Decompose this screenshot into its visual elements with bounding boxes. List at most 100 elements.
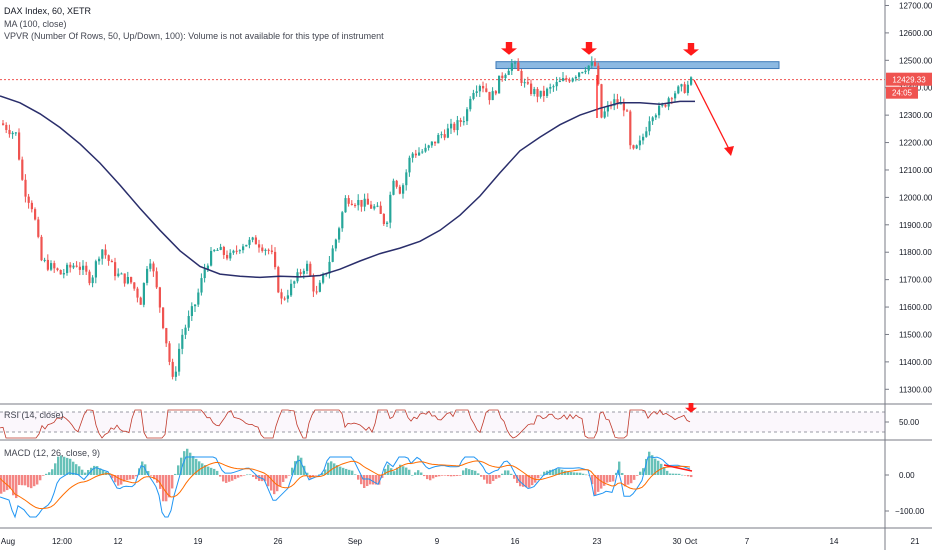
candle-body <box>565 77 568 80</box>
price-tick-label: 11900.00 <box>899 221 932 230</box>
candle-body <box>453 123 456 131</box>
macd-histogram-bar <box>621 472 624 475</box>
candle-body <box>366 198 369 205</box>
macd-histogram-bar <box>195 458 198 475</box>
candle-body <box>622 102 625 111</box>
candle-body <box>82 265 85 270</box>
macd-histogram-bar <box>480 475 483 477</box>
candle-body <box>690 77 693 85</box>
macd-histogram-bar <box>594 475 597 496</box>
arrow-down-marker-3 <box>683 43 699 56</box>
candle-body <box>312 275 315 292</box>
macd-histogram-bar <box>393 471 396 475</box>
candle-body <box>66 264 69 274</box>
candle-body <box>267 249 270 251</box>
candle-body <box>350 203 353 205</box>
candle-body <box>203 269 206 279</box>
macd-histogram-bar <box>564 470 567 475</box>
candle-body <box>510 63 513 71</box>
candle-body <box>574 76 577 79</box>
candle-body <box>11 132 14 135</box>
candle-body <box>8 129 11 135</box>
candle-body <box>661 104 664 106</box>
macd-histogram-bar <box>60 455 63 475</box>
current-price-label: 12429.33 <box>892 76 926 85</box>
macd-histogram-bar <box>24 475 27 486</box>
macd-histogram-bar <box>96 466 99 475</box>
macd-histogram-bar <box>432 475 435 479</box>
candle-body <box>651 117 654 122</box>
candle-body <box>568 79 571 82</box>
candle-body <box>283 298 286 300</box>
macd-histogram-bar <box>33 475 36 487</box>
candle-body <box>658 105 661 116</box>
candle-body <box>642 136 645 141</box>
macd-histogram-bar <box>282 475 285 482</box>
candle-body <box>37 219 40 237</box>
candle-body <box>62 273 65 275</box>
time-tick-label: 26 <box>274 537 283 546</box>
candle-body <box>354 204 357 206</box>
candle-body <box>523 82 526 84</box>
candle-body <box>158 287 161 308</box>
candle-body <box>443 134 446 138</box>
time-tick-label: 19 <box>194 537 203 546</box>
macd-pane-label: MACD (12, 26, close, 9) <box>4 448 101 458</box>
macd-histogram-bar <box>174 473 177 475</box>
macd-histogram-bar <box>483 475 486 480</box>
candle-body <box>424 147 427 152</box>
candle-body <box>437 134 440 144</box>
candle-body <box>258 244 261 248</box>
macd-histogram-bar <box>441 475 444 476</box>
candle-body <box>229 252 232 259</box>
candle-body <box>200 278 203 293</box>
candle-body <box>75 265 78 267</box>
candle-body <box>427 145 430 148</box>
candle-body <box>597 65 600 85</box>
arrow-down-marker-1 <box>501 42 517 55</box>
candle-body <box>226 254 229 259</box>
candle-body <box>341 212 344 229</box>
macd-histogram-bar <box>132 475 135 479</box>
candle-body <box>171 361 174 377</box>
macd-histogram-bar <box>126 475 129 481</box>
candle-body <box>34 209 37 220</box>
candle-body <box>590 62 593 66</box>
macd-histogram-bar <box>210 467 213 475</box>
macd-histogram-bar <box>444 475 447 476</box>
candle-body <box>136 288 139 298</box>
ma-legend: MA (100, close) <box>4 19 67 29</box>
candle-body <box>434 141 437 144</box>
candle-body <box>274 251 277 268</box>
macd-histogram-bar <box>93 465 96 475</box>
macd-histogram-bar <box>633 475 636 480</box>
macd-histogram-bar <box>528 475 531 488</box>
price-tick-label: 12500.00 <box>899 56 932 65</box>
macd-histogram-bar <box>36 475 39 485</box>
macd-histogram-bar <box>219 475 222 477</box>
macd-histogram-bar <box>327 462 330 475</box>
candle-body <box>286 295 289 299</box>
macd-histogram-bar <box>333 463 336 475</box>
candle-body <box>232 250 235 253</box>
macd-histogram-bar <box>291 467 294 475</box>
macd-histogram-bar <box>537 475 540 479</box>
macd-histogram-bar <box>186 448 189 475</box>
candle-body <box>578 72 581 77</box>
candle-body <box>315 291 318 293</box>
macd-histogram-bar <box>102 470 105 475</box>
macd-histogram-bar <box>222 475 225 482</box>
candle-body <box>635 145 638 149</box>
candle-body <box>405 172 408 186</box>
candle-body <box>626 110 629 112</box>
macd-histogram-bar <box>372 475 375 485</box>
candle-body <box>139 297 142 305</box>
price-tick-label: 12600.00 <box>899 29 932 38</box>
macd-histogram-bar <box>351 470 354 475</box>
candle-body <box>72 265 75 268</box>
macd-histogram-bar <box>111 475 114 479</box>
candle-body <box>254 237 257 245</box>
macd-neg-label: −100.00 <box>895 507 925 516</box>
macd-histogram-bar <box>231 475 234 481</box>
